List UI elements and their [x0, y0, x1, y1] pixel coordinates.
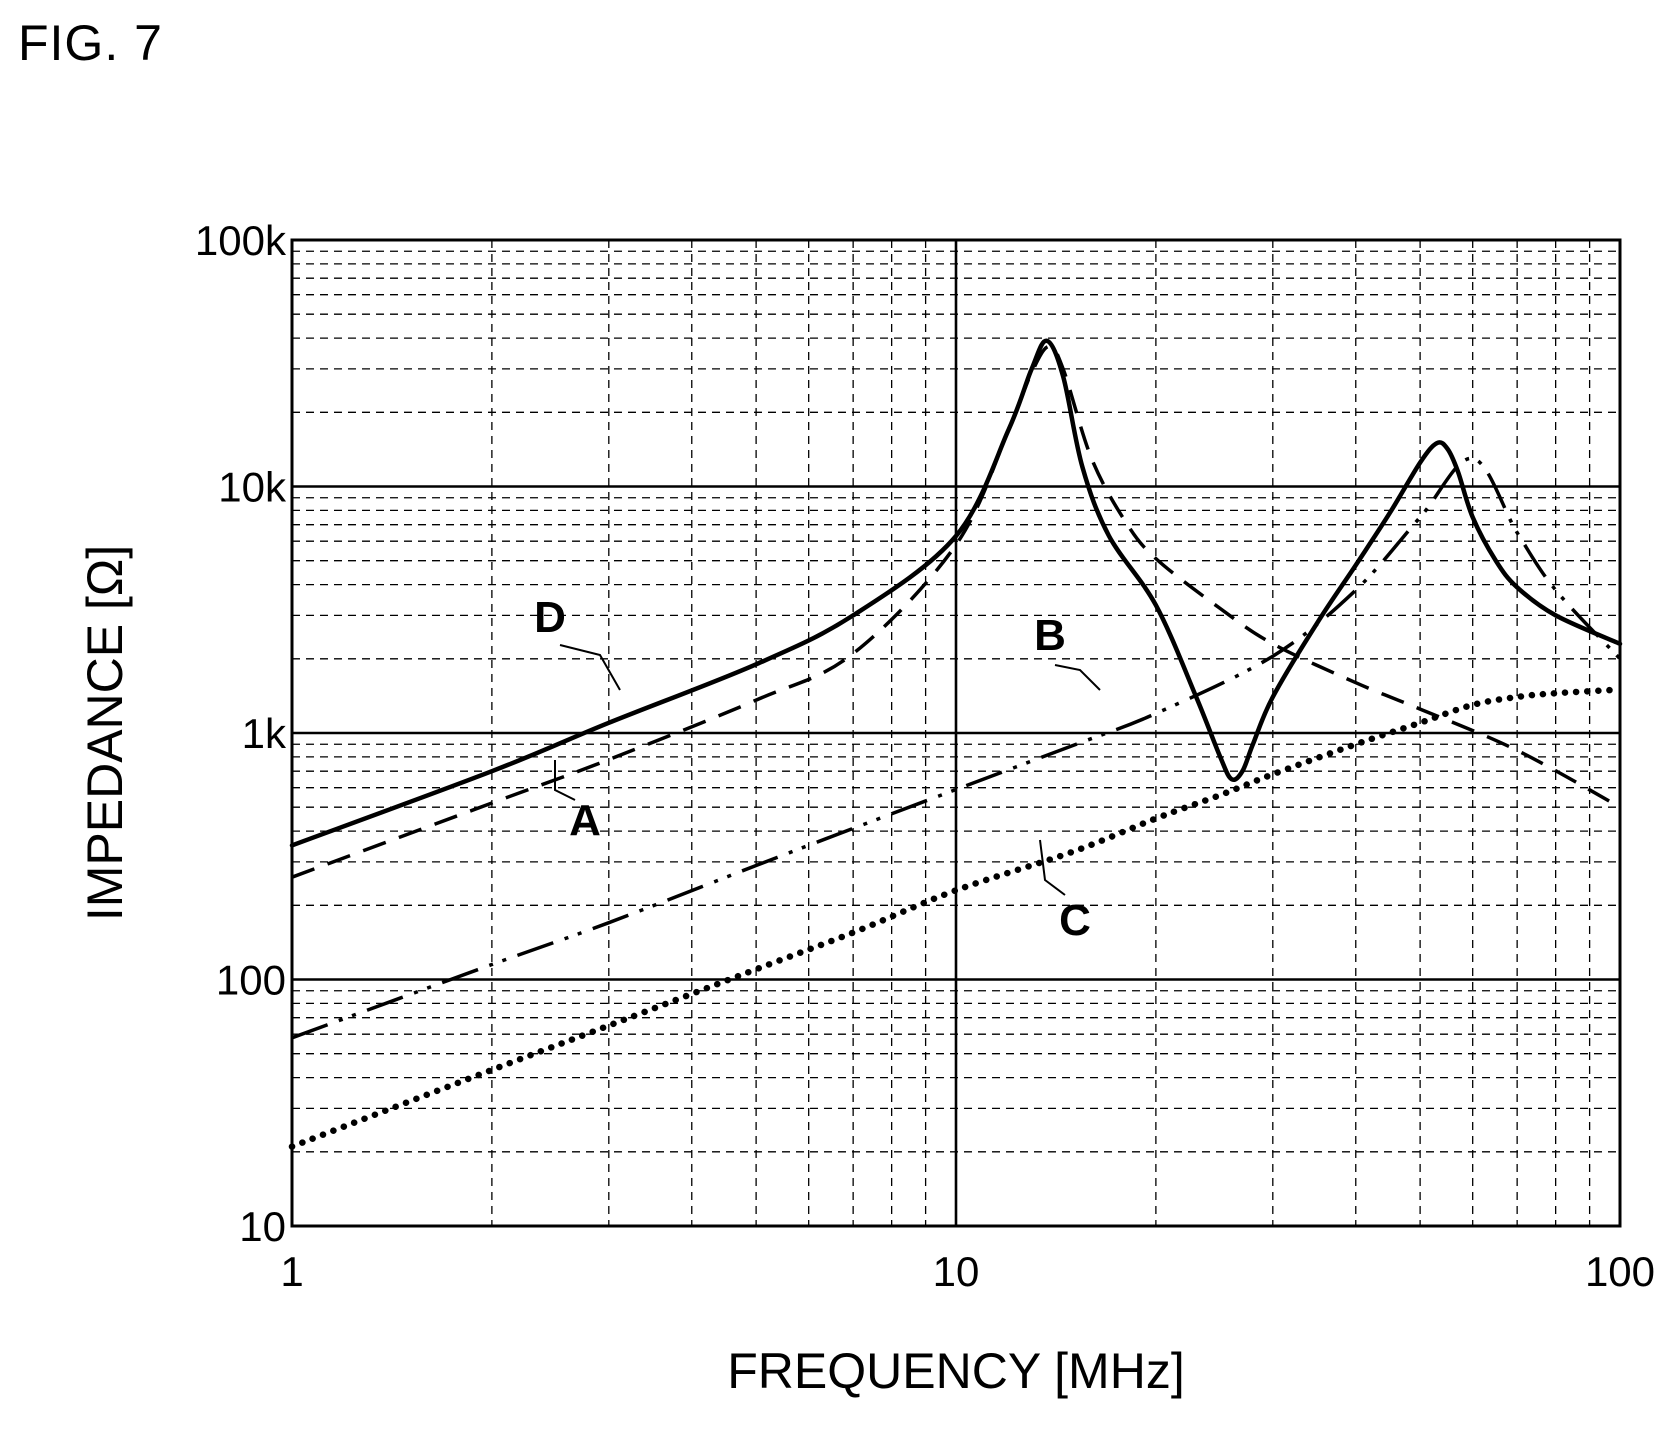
callout-leader-a [554, 760, 576, 801]
callout-leader-d [559, 644, 621, 691]
y-tick-label: 10k [218, 464, 287, 511]
callout-label-d: D [534, 593, 566, 642]
y-tick-label: 100k [195, 217, 287, 264]
x-tick-label: 10 [933, 1248, 980, 1295]
series-layer [288, 338, 1624, 1150]
series-line-a [291, 344, 1621, 879]
callout-leader-c [1039, 839, 1066, 896]
series-line-b [291, 456, 1622, 1040]
x-axis-title: FREQUENCY [MHz] [727, 1343, 1184, 1399]
figure-label: FIG. 7 [18, 15, 163, 71]
callout-label-c: C [1059, 896, 1091, 945]
series-callouts: A B C D [534, 593, 1101, 945]
y-tick-label: 100 [216, 957, 286, 1004]
series-line-d [289, 338, 1623, 848]
x-tick-label: 100 [1585, 1248, 1655, 1295]
callout-leader-b [1054, 664, 1101, 691]
plot-frame [290, 238, 1622, 1228]
callout-label-b: B [1034, 611, 1066, 660]
y-axis-title: IMPEDANCE [Ω] [77, 545, 133, 921]
y-tick-label: 10 [239, 1203, 286, 1250]
callout-label-a: A [569, 796, 601, 845]
x-tick-label: 1 [280, 1248, 303, 1295]
y-tick-label: 1k [242, 710, 287, 757]
series-line-c [288, 686, 1624, 1150]
